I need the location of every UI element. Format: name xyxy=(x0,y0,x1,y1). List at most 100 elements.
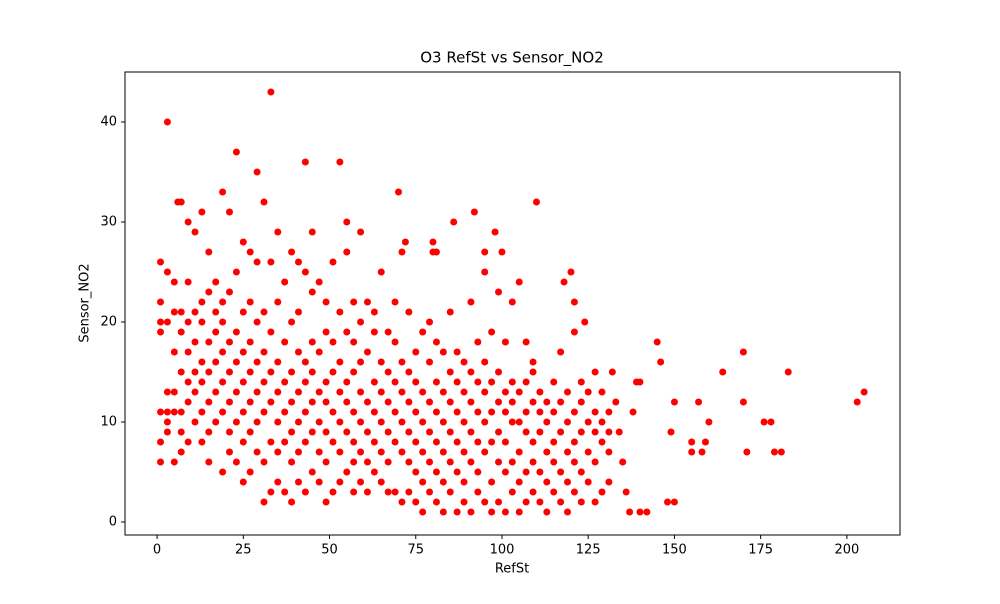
point xyxy=(288,398,296,406)
point xyxy=(398,498,406,506)
point xyxy=(474,468,482,476)
point xyxy=(246,338,254,346)
point xyxy=(370,408,378,416)
point xyxy=(560,278,568,286)
point xyxy=(584,418,592,426)
point xyxy=(495,368,503,376)
point xyxy=(384,428,392,436)
point xyxy=(432,498,440,506)
point xyxy=(329,488,337,496)
point xyxy=(515,448,523,456)
point xyxy=(564,388,572,396)
point xyxy=(664,498,672,506)
point xyxy=(460,498,468,506)
point xyxy=(412,378,420,386)
point xyxy=(481,268,489,276)
point xyxy=(522,498,530,506)
point xyxy=(784,368,792,376)
point xyxy=(170,388,178,396)
point xyxy=(343,378,351,386)
point xyxy=(412,408,420,416)
point xyxy=(401,238,409,246)
point xyxy=(412,468,420,476)
point xyxy=(536,468,544,476)
point xyxy=(322,458,330,466)
point xyxy=(536,408,544,416)
point xyxy=(253,258,261,266)
point xyxy=(474,378,482,386)
point xyxy=(157,458,165,466)
point xyxy=(564,478,572,486)
point xyxy=(191,418,199,426)
point xyxy=(412,498,420,506)
point xyxy=(460,478,468,486)
point xyxy=(157,408,165,416)
point xyxy=(467,508,475,516)
point xyxy=(529,398,537,406)
point xyxy=(363,428,371,436)
point xyxy=(163,408,171,416)
point xyxy=(184,378,192,386)
point xyxy=(698,448,706,456)
point xyxy=(419,418,427,426)
point xyxy=(267,368,275,376)
point xyxy=(315,448,323,456)
point xyxy=(695,398,703,406)
point xyxy=(777,448,785,456)
point xyxy=(301,358,309,366)
point xyxy=(529,368,537,376)
point xyxy=(543,508,551,516)
point xyxy=(232,328,240,336)
point xyxy=(474,338,482,346)
point xyxy=(281,278,289,286)
point xyxy=(363,398,371,406)
point xyxy=(232,418,240,426)
point xyxy=(212,328,220,336)
point xyxy=(405,428,413,436)
point xyxy=(246,398,254,406)
point xyxy=(439,388,447,396)
point xyxy=(770,448,778,456)
point xyxy=(501,388,509,396)
point xyxy=(432,408,440,416)
point xyxy=(570,408,578,416)
point xyxy=(453,438,461,446)
y-tick-label: 20 xyxy=(100,315,117,330)
point xyxy=(474,488,482,496)
point xyxy=(329,338,337,346)
x-tick-label: 125 xyxy=(576,543,601,558)
point xyxy=(564,448,572,456)
point xyxy=(481,498,489,506)
point xyxy=(205,368,213,376)
point xyxy=(163,418,171,426)
point xyxy=(232,458,240,466)
point xyxy=(426,318,434,326)
point xyxy=(670,498,678,506)
point xyxy=(412,348,420,356)
point xyxy=(446,428,454,436)
point xyxy=(260,308,268,316)
point xyxy=(350,458,358,466)
point xyxy=(495,428,503,436)
point xyxy=(495,458,503,466)
point xyxy=(501,408,509,416)
point xyxy=(719,368,727,376)
point xyxy=(557,348,565,356)
point xyxy=(205,338,213,346)
point xyxy=(370,328,378,336)
point xyxy=(198,318,206,326)
point xyxy=(177,448,185,456)
point xyxy=(267,488,275,496)
point xyxy=(432,378,440,386)
point xyxy=(377,478,385,486)
point xyxy=(622,488,630,496)
point xyxy=(336,358,344,366)
x-tick-label: 100 xyxy=(490,543,515,558)
point xyxy=(453,468,461,476)
point xyxy=(253,318,261,326)
point xyxy=(426,398,434,406)
point xyxy=(212,358,220,366)
point xyxy=(439,348,447,356)
point xyxy=(501,338,509,346)
point xyxy=(405,308,413,316)
